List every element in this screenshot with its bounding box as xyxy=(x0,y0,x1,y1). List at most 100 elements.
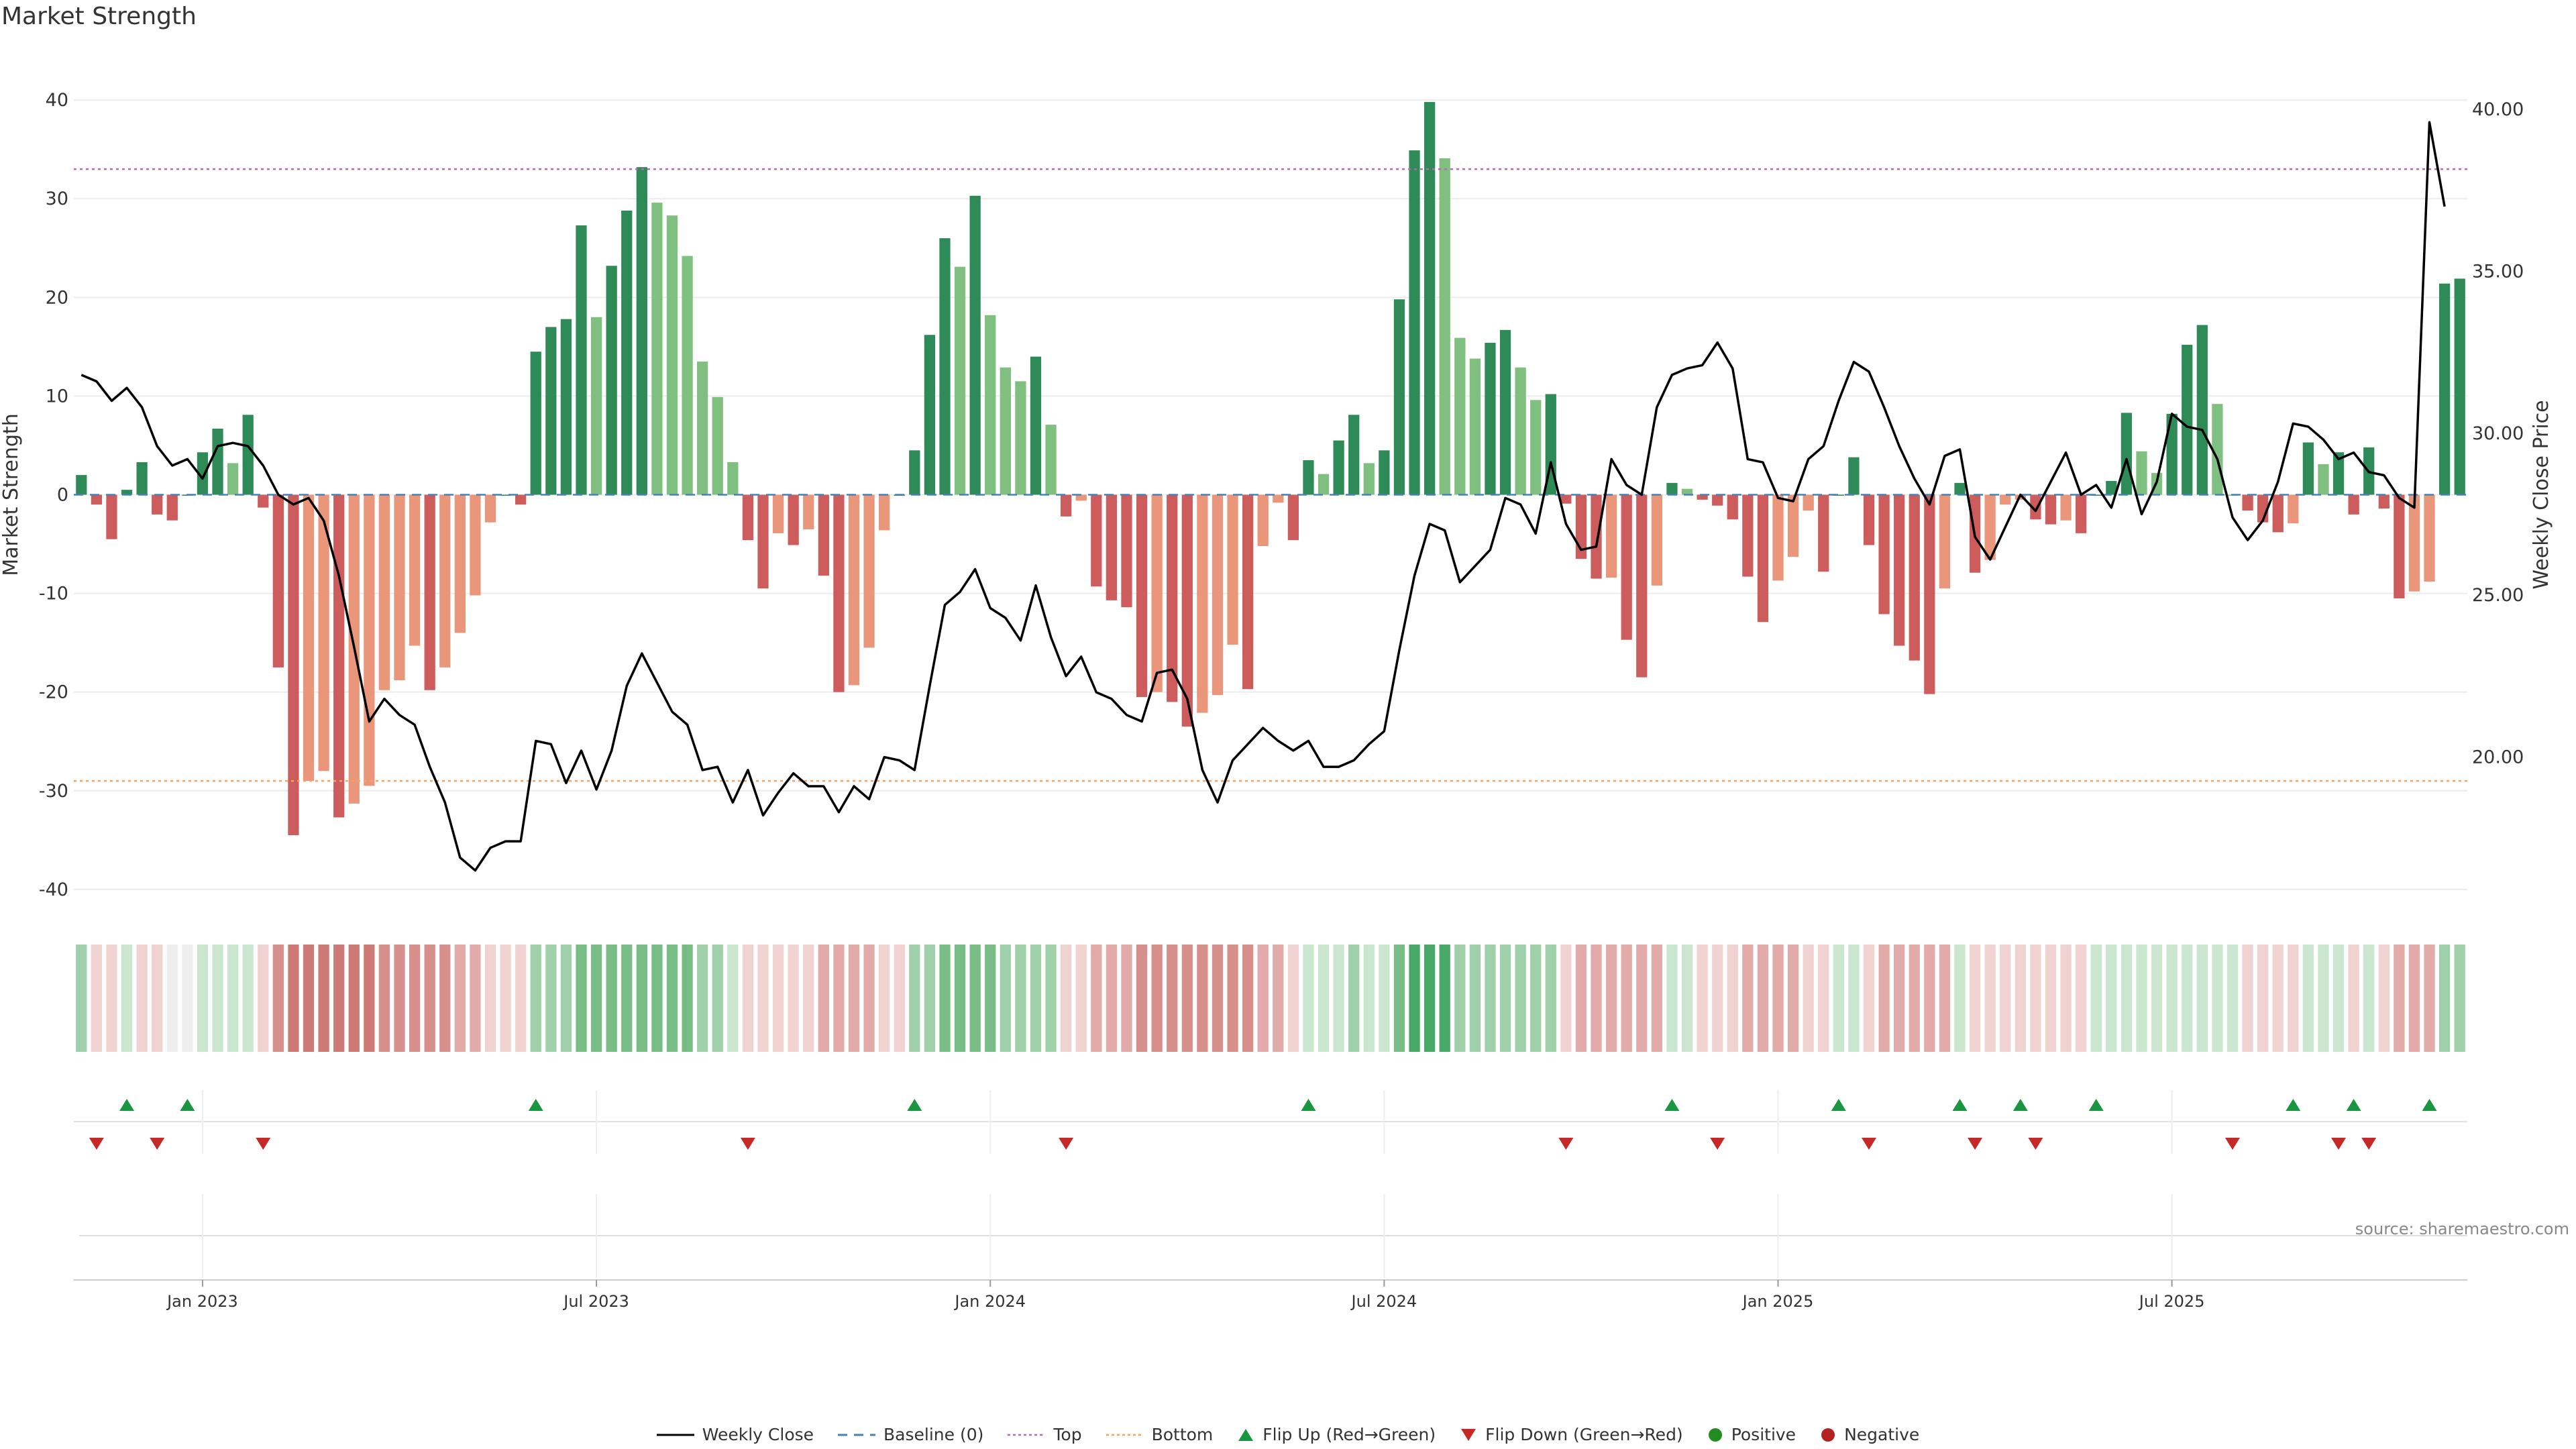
y2-tick-label: 35.00 xyxy=(2472,261,2524,282)
strip-cell xyxy=(212,945,223,1052)
strength-bar xyxy=(1954,482,1966,495)
strip-cell xyxy=(909,945,920,1052)
flip-up-marker xyxy=(2346,1099,2361,1111)
flip-up-marker xyxy=(119,1099,135,1111)
legend-weekly-close-label: Weekly Close xyxy=(702,1425,814,1444)
strip-cell xyxy=(2151,945,2163,1052)
strength-bar xyxy=(484,494,496,523)
strip-cell xyxy=(515,945,527,1052)
flip-up-marker xyxy=(1301,1099,1316,1111)
strip-cell xyxy=(2182,945,2193,1052)
y-tick-label: -10 xyxy=(39,584,68,604)
strip-cell xyxy=(1151,945,1163,1052)
strength-bar xyxy=(1273,494,1284,503)
strip-cell xyxy=(1167,945,1178,1052)
strip-cell xyxy=(1485,945,1496,1052)
strip-cell xyxy=(1030,945,1042,1052)
strength-bar xyxy=(1848,457,1860,495)
strength-bar xyxy=(1560,494,1572,504)
strip-cell xyxy=(2226,945,2239,1052)
strip-cell xyxy=(2136,945,2147,1052)
strip-cell xyxy=(1181,945,1193,1052)
strength-bar xyxy=(2348,494,2359,515)
strength-bar xyxy=(1712,494,1723,506)
strength-bar xyxy=(1787,494,1799,557)
strength-bar xyxy=(545,327,557,495)
strip-cell xyxy=(1878,945,1890,1052)
flip-down-marker xyxy=(1558,1138,1574,1150)
strength-bar xyxy=(1469,358,1481,495)
strength-bar xyxy=(712,396,723,495)
strength-bar xyxy=(1287,494,1299,541)
strength-bar xyxy=(2454,278,2465,495)
x-tick-label: Jan 2024 xyxy=(953,1292,1026,1311)
strip-cell xyxy=(772,945,784,1052)
strength-strip xyxy=(76,945,2465,1052)
strip-cell xyxy=(318,945,329,1052)
strength-bar xyxy=(2242,494,2253,511)
strip-cell xyxy=(2332,945,2345,1052)
strength-bar xyxy=(742,494,754,541)
strip-cell xyxy=(2378,945,2390,1052)
strength-bar xyxy=(1591,494,1602,579)
strength-bar xyxy=(136,462,148,495)
strip-cell xyxy=(2090,945,2102,1052)
legend-positive-label: Positive xyxy=(1731,1425,1796,1444)
strip-cell xyxy=(2030,945,2041,1052)
strip-cell xyxy=(1924,945,1935,1052)
y2-tick-label: 30.00 xyxy=(2472,423,2524,444)
strip-cell xyxy=(651,945,663,1052)
strength-bar xyxy=(1333,440,1344,495)
strip-cell xyxy=(152,945,163,1052)
strip-cell xyxy=(2015,945,2026,1052)
strip-cell xyxy=(1348,945,1360,1052)
strength-bar xyxy=(1636,494,1648,678)
strip-cell xyxy=(666,945,678,1052)
source-note: source: sharemaestro.com xyxy=(2355,1220,2569,1238)
strip-cell xyxy=(848,945,860,1052)
flip-down-marker xyxy=(2361,1138,2377,1150)
x-tick-label: Jul 2023 xyxy=(562,1292,629,1311)
strip-cell xyxy=(1909,945,1920,1052)
strip-cell xyxy=(1061,945,1072,1052)
strip-cell xyxy=(1848,945,1860,1052)
strip-cell xyxy=(2000,945,2011,1052)
strength-bar xyxy=(1318,474,1330,495)
strength-bar xyxy=(803,494,814,529)
legend-top-swatch xyxy=(1008,1434,1046,1436)
legend-baseline-label: Baseline (0) xyxy=(883,1425,984,1444)
strip-cell xyxy=(1363,945,1375,1052)
strip-cell xyxy=(1742,945,1754,1052)
strip-cell xyxy=(1515,945,1526,1052)
strength-bar xyxy=(1727,494,1738,520)
strength-bar xyxy=(1257,494,1269,546)
strip-cell xyxy=(1439,945,1450,1052)
y-axis-label: Market Strength xyxy=(0,413,23,576)
strength-bar xyxy=(1121,494,1132,608)
strength-bar xyxy=(2060,494,2072,521)
strength-bar xyxy=(1197,494,1208,713)
strip-cell xyxy=(439,945,451,1052)
strip-cell xyxy=(242,945,254,1052)
flip-up-marker xyxy=(528,1099,543,1111)
flip-down-marker xyxy=(2331,1138,2347,1150)
strength-bar xyxy=(1757,494,1769,623)
strength-bar xyxy=(924,335,936,495)
x-tick-label: Jan 2025 xyxy=(1741,1292,1814,1311)
strip-cell xyxy=(2060,945,2072,1052)
strip-cell xyxy=(2348,945,2359,1052)
strip-cell xyxy=(2212,945,2223,1052)
strength-bar xyxy=(439,494,451,667)
strength-bar xyxy=(409,494,421,646)
strength-bar xyxy=(272,494,284,667)
y2-tick-label: 40.00 xyxy=(2472,99,2524,120)
strip-cell xyxy=(2045,945,2057,1052)
weekly-close-line xyxy=(80,121,2446,872)
strength-bar xyxy=(1439,158,1450,495)
flip-down-marker xyxy=(740,1138,755,1150)
strip-cell xyxy=(833,945,845,1052)
strip-cell xyxy=(1787,945,1799,1052)
flip-up-marker xyxy=(2422,1099,2437,1111)
strength-bar xyxy=(1227,494,1238,645)
strength-bar xyxy=(1045,425,1057,495)
